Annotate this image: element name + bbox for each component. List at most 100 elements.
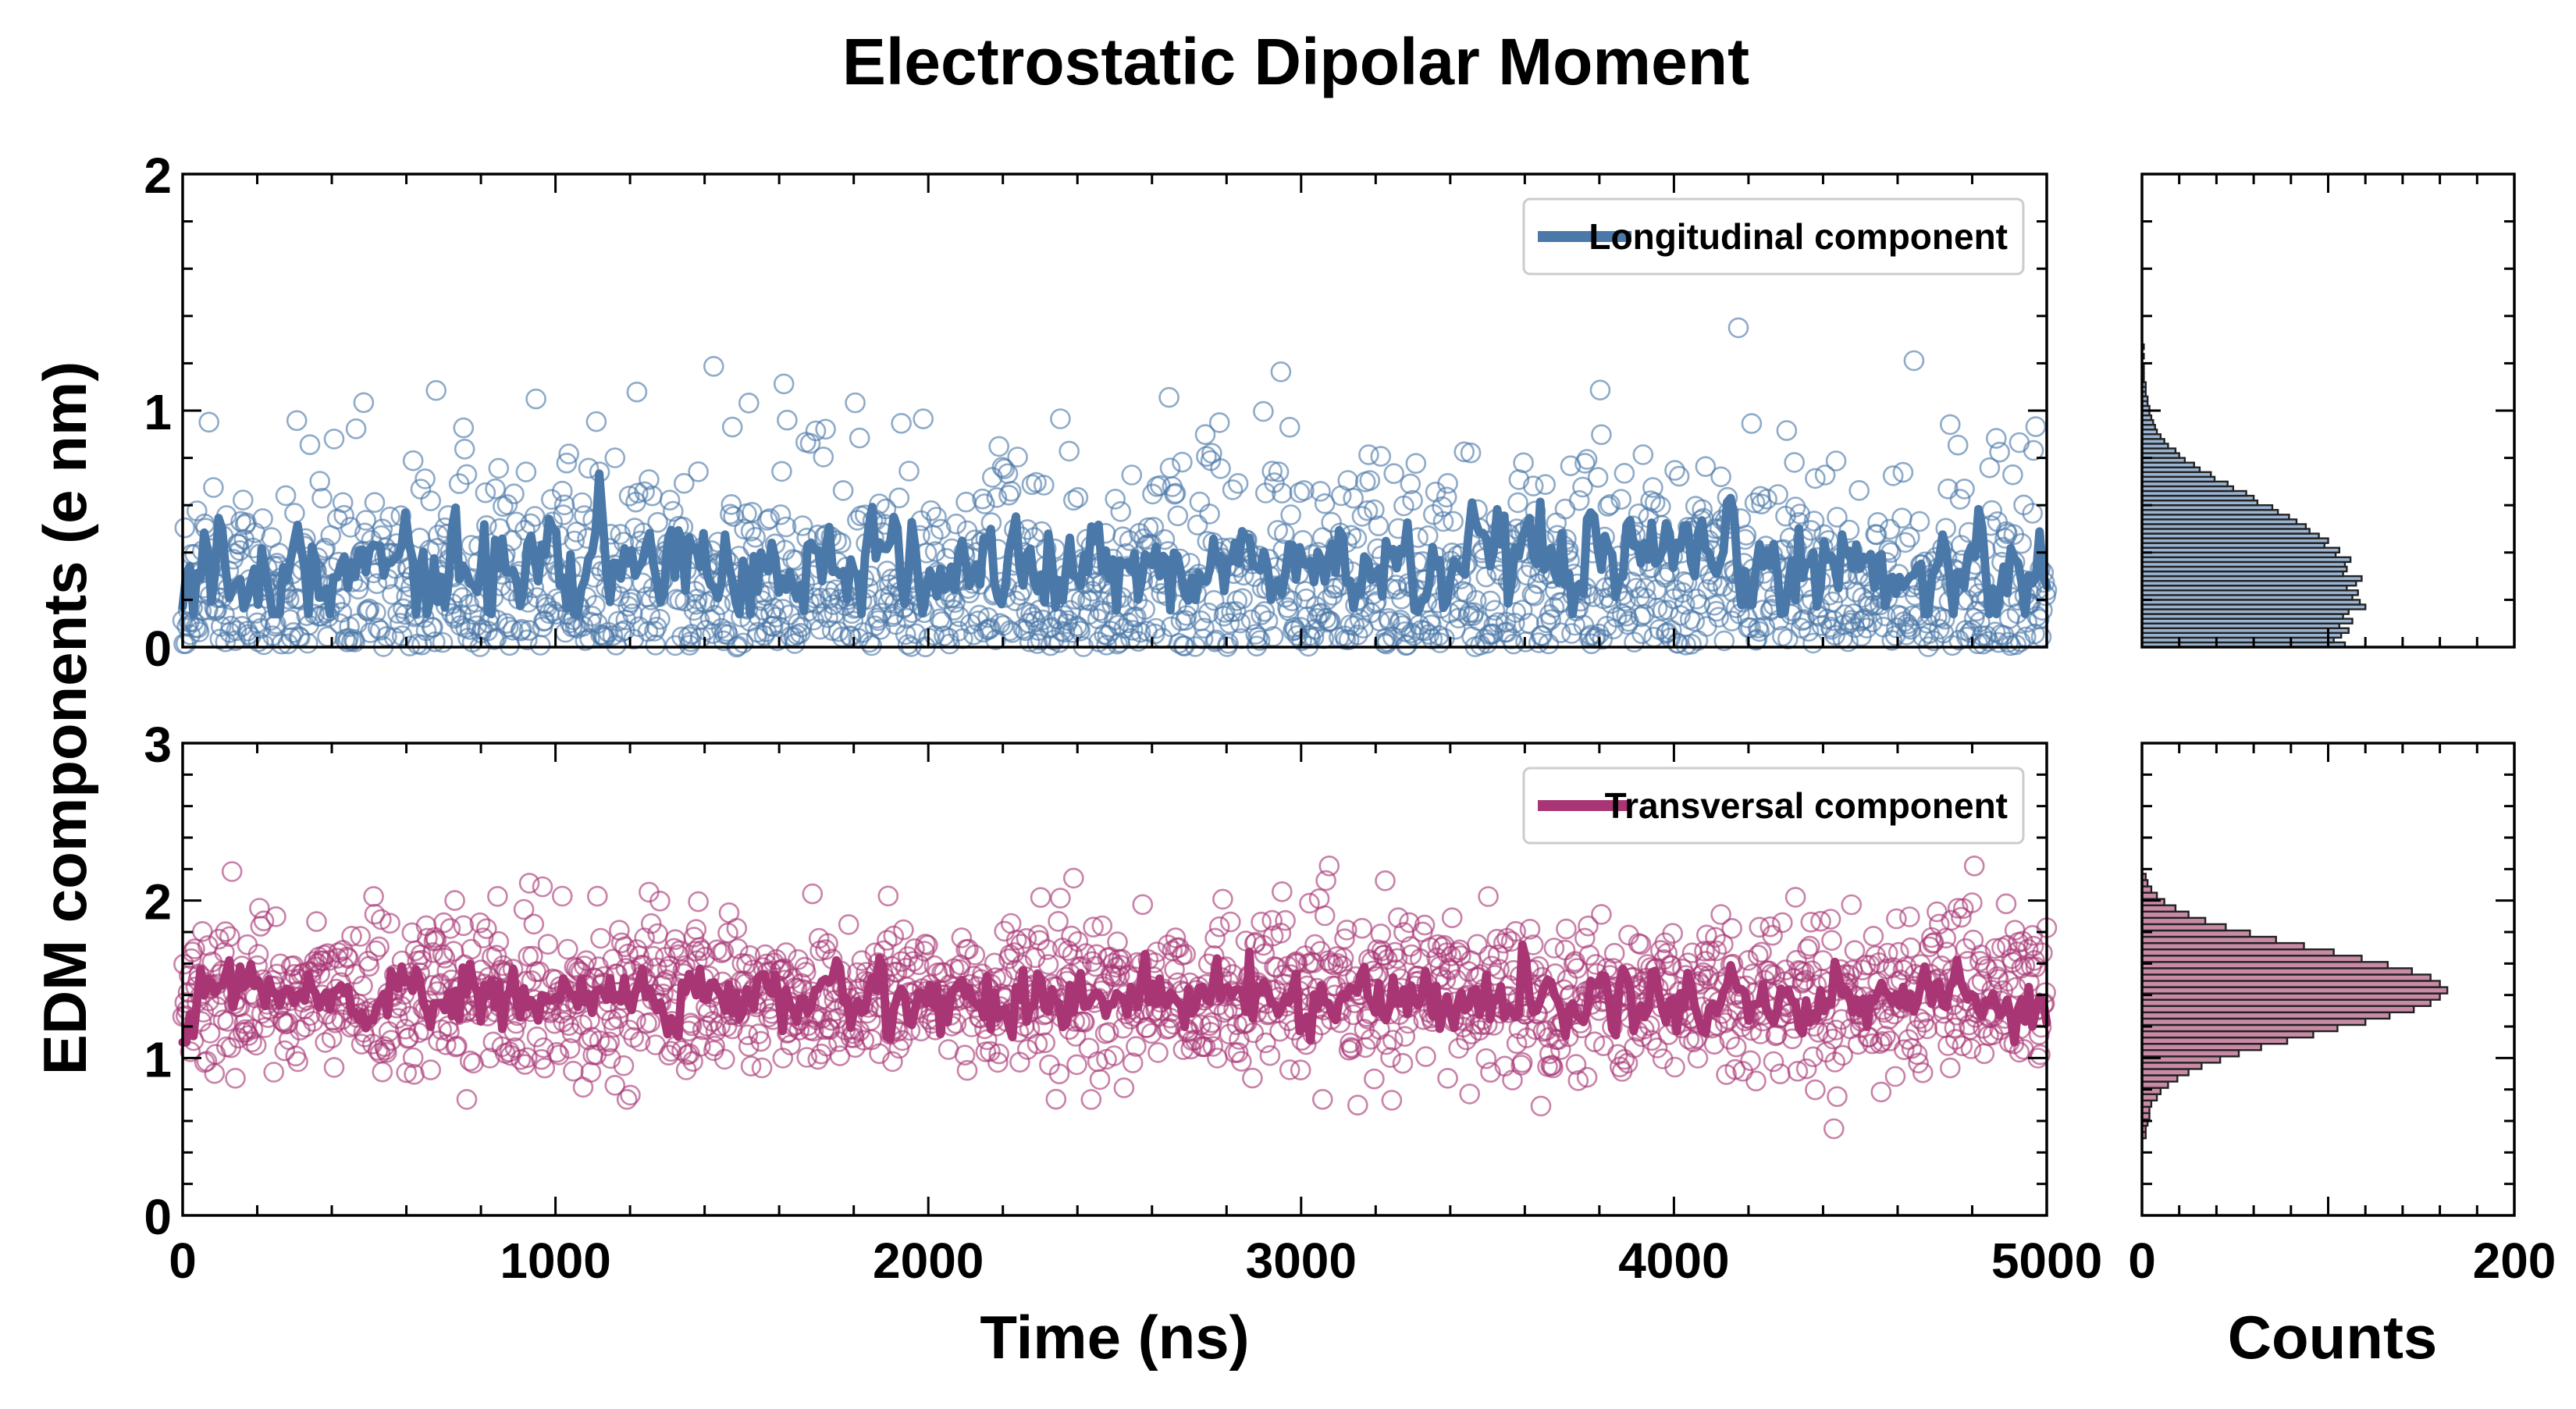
scatter-point — [1418, 525, 1439, 546]
scatter-point — [425, 930, 447, 951]
scatter-point — [1215, 602, 1236, 623]
scatter-point — [1871, 1031, 1893, 1052]
scatter-point — [1359, 470, 1381, 491]
scatter-point — [1364, 1068, 1385, 1090]
scatter-point — [1226, 1014, 1247, 1036]
scatter-point — [1823, 610, 1845, 632]
scatter-point — [411, 634, 432, 656]
scatter-point — [1895, 532, 1916, 553]
scatter-point — [1272, 482, 1293, 504]
scatter-point — [853, 1030, 875, 1051]
scatter-point — [659, 489, 681, 511]
scatter-point — [1375, 870, 1396, 891]
scatter-point — [1037, 939, 1058, 960]
scatter-point — [1940, 414, 1961, 436]
scatter-point — [649, 891, 671, 912]
scatter-point — [1963, 856, 1985, 877]
scatter-point — [1695, 456, 1717, 478]
scatter-point — [738, 1036, 760, 1057]
scatter-point — [1795, 1058, 1817, 1080]
scatter-point — [1483, 614, 1504, 636]
scatter-point — [910, 1020, 932, 1042]
scatter-point — [1386, 578, 1408, 600]
scatter-point — [1511, 600, 1533, 621]
scatter-point — [616, 1089, 638, 1110]
scatter-point — [1122, 620, 1144, 641]
scatter-point — [286, 410, 308, 432]
scatter-point — [1578, 915, 1599, 937]
scatter-point — [332, 492, 354, 514]
scatter-point — [1987, 969, 2009, 990]
scatter-point — [1786, 949, 1807, 971]
scatter-point — [544, 1012, 565, 1034]
scatter-point — [1050, 408, 1071, 429]
scatter-point — [1078, 1037, 1100, 1059]
scatter-point — [1264, 472, 1285, 493]
scatter-point — [1050, 888, 1071, 909]
hist-x-tick-label: 0 — [2128, 1233, 2156, 1289]
scatter-point — [1327, 953, 1349, 974]
scatter-point — [727, 938, 749, 959]
scatter-point — [488, 457, 510, 479]
scatter-point — [1382, 1030, 1404, 1051]
scatter-point — [1884, 1066, 1906, 1087]
histogram-bar — [2140, 998, 2432, 1007]
scatter-point — [1554, 939, 1576, 961]
scatter-point — [503, 483, 525, 505]
scatter-point — [1794, 962, 1815, 983]
scatter-point — [1903, 350, 1925, 372]
scatter-point — [345, 418, 367, 439]
scatter-point — [1749, 916, 1770, 938]
scatter-point — [254, 1017, 276, 1038]
scatter-point — [1644, 492, 1666, 514]
scatter-point — [720, 503, 741, 525]
scatter-point — [534, 1057, 556, 1079]
scatter-point — [1756, 488, 1777, 510]
histogram-bar — [2140, 929, 2251, 938]
scatter-point — [585, 411, 607, 432]
scatter-point — [604, 447, 626, 468]
scatter-point — [795, 962, 817, 983]
scatter-point — [1270, 923, 1292, 944]
histogram-bar — [2140, 1030, 2314, 1039]
scatter-point — [453, 915, 475, 937]
scatter-point — [487, 610, 508, 631]
scatter-point — [485, 478, 506, 500]
scatter-point — [1158, 386, 1179, 408]
scatter-point — [1507, 492, 1528, 514]
scatter-point — [1899, 526, 1920, 548]
y-axis-label: EDM components (e nm) — [30, 361, 99, 1075]
scatter-point — [1175, 944, 1196, 965]
scatter-point — [1995, 893, 2017, 915]
scatter-point — [1823, 1118, 1845, 1140]
scatter-point — [1706, 940, 1727, 962]
scatter-point — [1343, 615, 1365, 637]
legend-bottom: Transversal component — [1522, 767, 2025, 845]
scatter-point — [2025, 416, 2047, 437]
y-tick-label: 0 — [144, 621, 172, 677]
scatter-point — [311, 487, 333, 509]
scatter-point — [1154, 528, 1176, 550]
scatter-point — [1781, 1028, 1803, 1050]
scatter-point — [1870, 1081, 1892, 1103]
scatter-point — [411, 949, 432, 971]
scatter-point — [284, 503, 305, 524]
scatter-point — [1940, 1057, 1961, 1079]
scatter-point — [1628, 503, 1649, 525]
scatter-point — [1744, 492, 1766, 514]
scatter-point — [1986, 428, 2007, 449]
scatter-point — [1122, 1052, 1144, 1073]
scatter-point — [1121, 464, 1143, 486]
histogram-bar — [2140, 1036, 2289, 1045]
scatter-point — [805, 420, 827, 442]
scatter-point — [475, 482, 496, 503]
scatter-point — [1443, 511, 1464, 532]
scatter-point — [703, 355, 724, 377]
scatter-point — [1799, 935, 1820, 957]
scatter-point — [1762, 924, 1783, 946]
y-tick-label: 2 — [144, 874, 172, 930]
scatter-point — [1752, 600, 1774, 621]
scatter-point — [1336, 920, 1357, 941]
scatter-point — [1105, 489, 1126, 510]
